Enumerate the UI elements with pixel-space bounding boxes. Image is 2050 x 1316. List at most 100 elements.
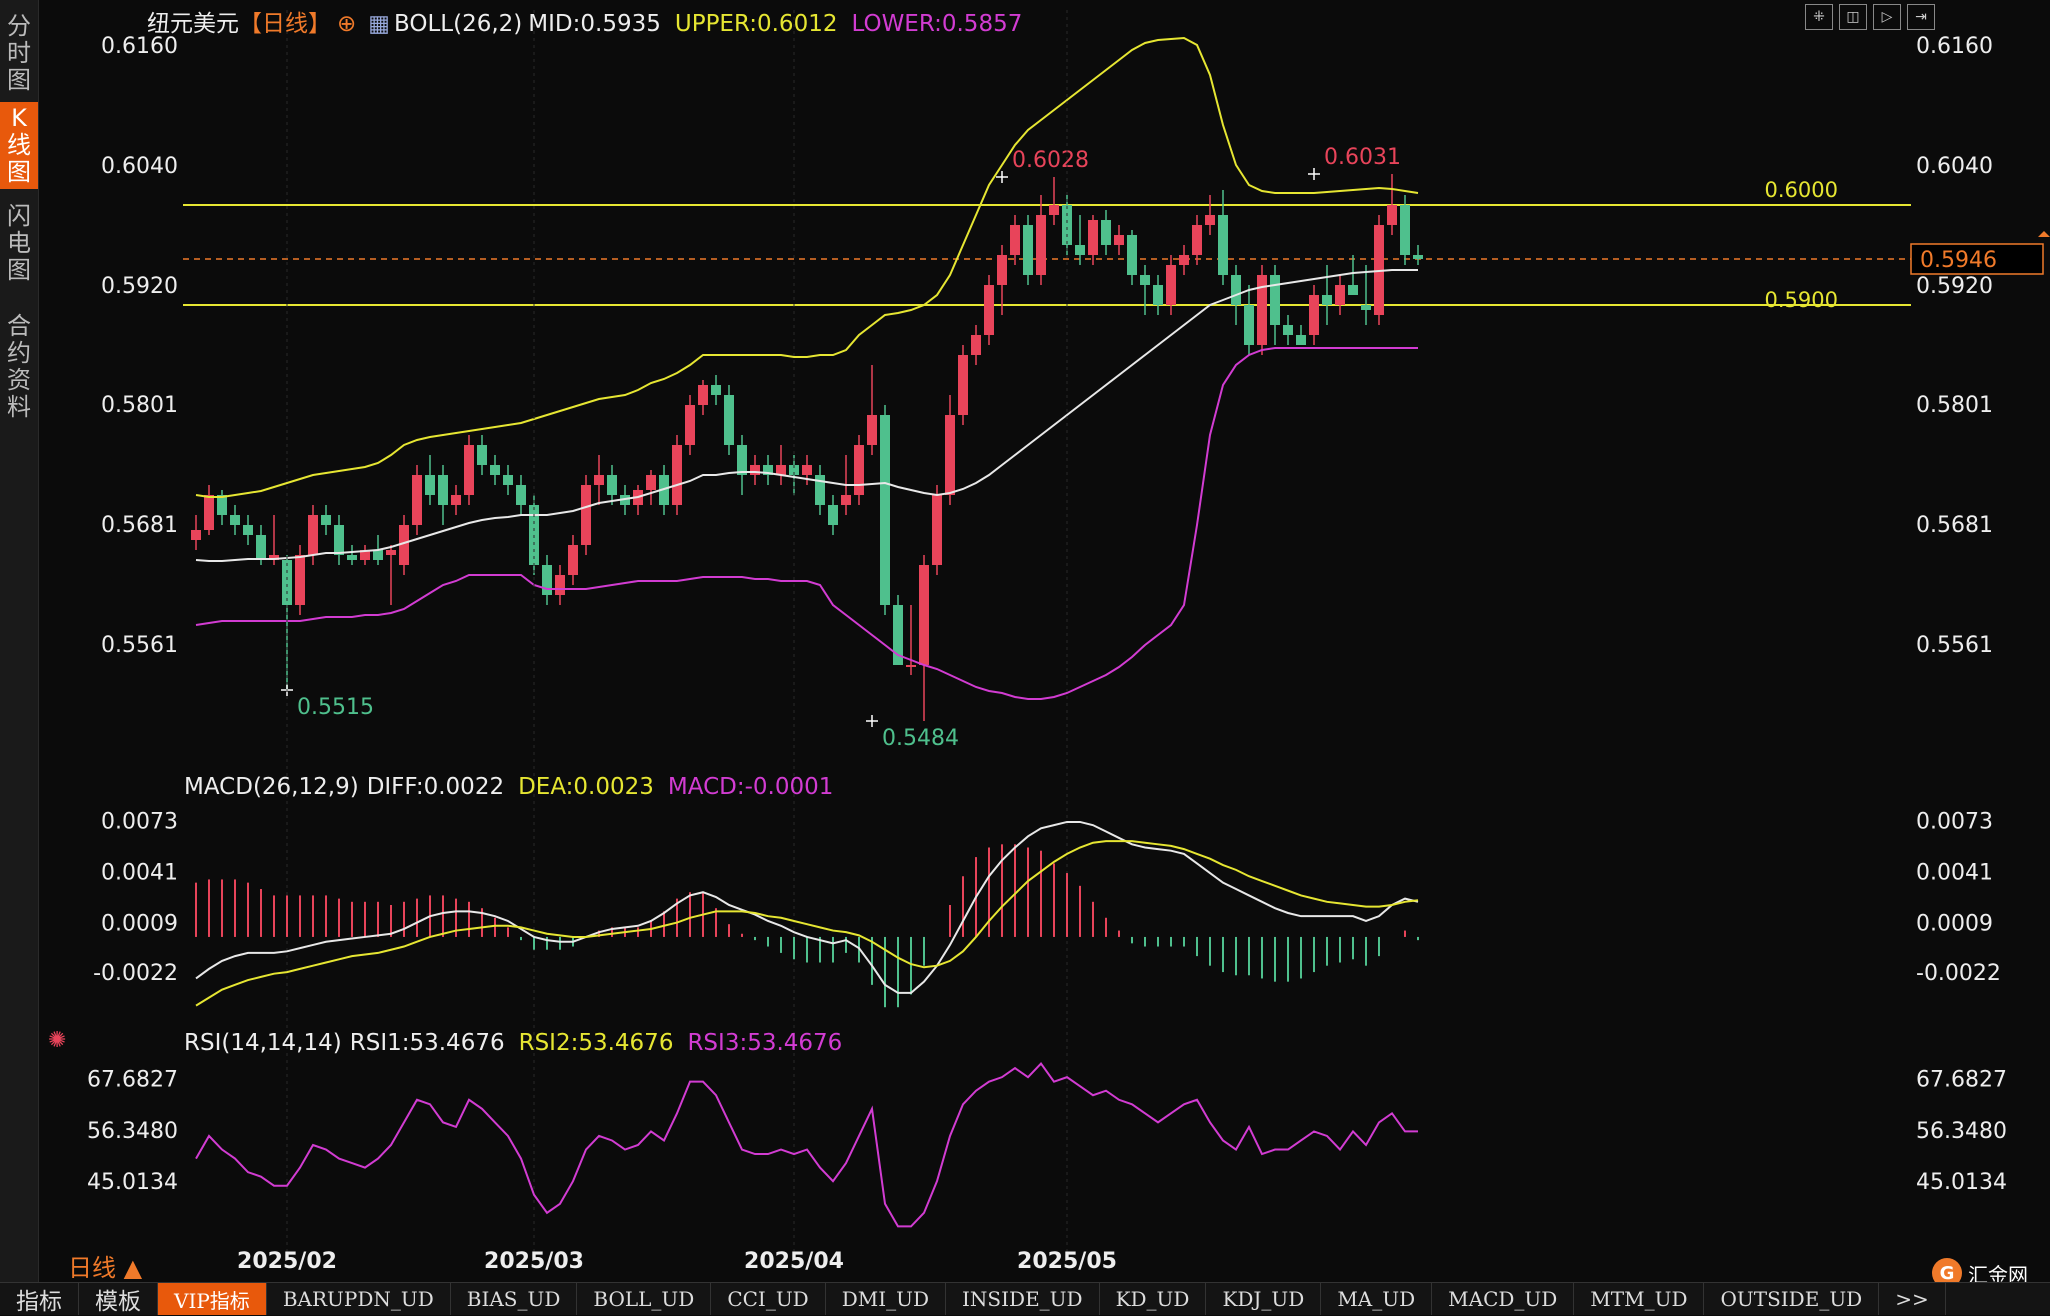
candle-body-77 xyxy=(1192,225,1202,255)
candle-body-89 xyxy=(1348,285,1358,295)
indicator-tab-7[interactable]: DMI_UD xyxy=(826,1283,947,1315)
rsi-header: RSI(14,14,14) RSI1:53.4676 RSI2:53.4676 RSI… xyxy=(184,1030,856,1056)
candle-body-83 xyxy=(1270,275,1280,325)
annotation-marker-3 xyxy=(1308,168,1320,180)
indicator-tab-4[interactable]: BIAS_UD xyxy=(451,1283,578,1315)
candle-body-7 xyxy=(282,560,292,605)
candle-body-61 xyxy=(984,285,994,335)
candle-body-43 xyxy=(750,465,760,475)
macd-tick-left-0: -0.0022 xyxy=(93,961,178,986)
boll-label: BOLL(26,2) xyxy=(394,11,523,37)
crosshair-icon[interactable]: ⊕ xyxy=(337,11,357,37)
sidebar-tab-0[interactable]: 分时图 xyxy=(7,12,31,94)
rsi-tick-right-1: 56.3480 xyxy=(1916,1119,2007,1144)
candle-body-31 xyxy=(594,475,604,485)
candle-body-84 xyxy=(1283,325,1293,335)
indicator-tab-10[interactable]: KDJ_UD xyxy=(1206,1283,1322,1315)
rsi-settings-icon[interactable]: ✺ xyxy=(48,1028,67,1053)
chart-canvas[interactable]: 0.5561 0.5561 0.5681 0.5681 0.5801 0.5801 0.59… xyxy=(38,0,2050,1282)
period-selector[interactable]: 日线 ▲ xyxy=(68,1254,143,1282)
macd-dea-line xyxy=(195,840,1419,1007)
candle-body-45 xyxy=(776,465,786,475)
candle-body-92 xyxy=(1387,205,1397,225)
candle-body-16 xyxy=(399,525,409,565)
candle-body-44 xyxy=(763,465,773,475)
candle-body-13 xyxy=(360,550,370,560)
annotation-label-2: 0.6028 xyxy=(1012,148,1089,173)
indicator-tab-9[interactable]: KD_UD xyxy=(1100,1283,1207,1315)
price-tick-left-0: 0.5561 xyxy=(101,633,178,658)
indicator-tab-3[interactable]: BARUPDN_UD xyxy=(267,1283,451,1315)
indicator-tab-15[interactable]: >> xyxy=(1879,1283,1946,1315)
candle-body-75 xyxy=(1166,265,1176,305)
candle-body-6 xyxy=(269,555,279,560)
macd-tick-right-1: 0.0009 xyxy=(1916,912,1993,937)
candle-body-50 xyxy=(841,495,851,505)
macd-tick-left-1: 0.0009 xyxy=(101,912,178,937)
fullscreen-icon[interactable]: ⁜ xyxy=(1805,4,1833,30)
candle-body-58 xyxy=(945,415,955,495)
symbol-label: 纽元美元 xyxy=(147,11,239,37)
indicator-tab-2[interactable]: VIP指标 xyxy=(158,1283,267,1315)
annotation-marker-1 xyxy=(866,715,878,727)
candle-body-23 xyxy=(490,465,500,475)
indicator-tab-13[interactable]: MTM_UD xyxy=(1574,1283,1705,1315)
candle-body-5 xyxy=(256,535,266,560)
candle-body-32 xyxy=(607,475,617,495)
scroll-end-icon[interactable]: ⇥ xyxy=(1907,4,1935,30)
candle-body-74 xyxy=(1153,285,1163,305)
candle-body-2 xyxy=(217,495,227,515)
candle-body-64 xyxy=(1023,225,1033,275)
indicator-tab-5[interactable]: BOLL_UD xyxy=(577,1283,712,1315)
boll-mid: MID:0.5935 xyxy=(528,11,661,37)
price-tick-left-5: 0.6160 xyxy=(101,34,178,59)
candle-body-70 xyxy=(1101,220,1111,245)
macd-tick-left-3: 0.0073 xyxy=(101,809,178,834)
zoom-in-icon[interactable]: ◫ xyxy=(1839,4,1867,30)
indicator-tab-6[interactable]: CCI_UD xyxy=(711,1283,826,1315)
candle-body-93 xyxy=(1400,205,1410,255)
macd-header: MACD(26,12,9) DIFF:0.0022 DEA:0.0023 MACD:-… xyxy=(184,774,847,800)
candle-body-47 xyxy=(802,465,812,475)
annotation-label-0: 0.5515 xyxy=(297,695,374,720)
candle-body-46 xyxy=(789,465,799,475)
indicator-icon[interactable]: ▦ xyxy=(368,11,391,37)
candle-body-48 xyxy=(815,475,825,505)
price-tick-left-4: 0.6040 xyxy=(101,154,178,179)
candle-body-54 xyxy=(893,605,903,665)
sidebar-tab-3[interactable]: 合约资料 xyxy=(7,312,31,421)
candle-body-3 xyxy=(230,515,240,525)
candle-body-72 xyxy=(1127,235,1137,275)
candle-body-20 xyxy=(451,495,461,505)
macd-name: MACD(26,12,9) xyxy=(184,774,359,800)
candle-body-28 xyxy=(555,575,565,595)
period-tag[interactable]: 【日线】 xyxy=(239,11,331,37)
macd-tick-right-0: -0.0022 xyxy=(1916,961,2001,986)
indicator-tab-14[interactable]: OUTSIDE_UD xyxy=(1704,1283,1880,1315)
macd-value: MACD:-0.0001 xyxy=(667,774,834,800)
macd-tick-right-2: 0.0041 xyxy=(1916,860,1993,885)
date-label-3: 2025/05 xyxy=(1017,1249,1117,1274)
support-label-0: 0.6000 xyxy=(1765,178,1838,202)
indicator-tab-12[interactable]: MACD_UD xyxy=(1432,1283,1575,1315)
candle-body-17 xyxy=(412,475,422,525)
current-price-label: 0.5946 xyxy=(1920,248,1997,273)
macd-diff: DIFF:0.0022 xyxy=(366,774,505,800)
indicator-tab-8[interactable]: INSIDE_UD xyxy=(946,1283,1100,1315)
sidebar-tab-2[interactable]: 闪电图 xyxy=(7,202,31,284)
annotation-marker-2 xyxy=(996,171,1008,183)
annotation-label-3: 0.6031 xyxy=(1324,145,1401,170)
scroll-right-icon[interactable]: ▷ xyxy=(1873,4,1901,30)
candle-body-71 xyxy=(1114,235,1124,245)
candle-body-27 xyxy=(542,565,552,595)
indicator-tab-11[interactable]: MA_UD xyxy=(1321,1283,1433,1315)
candle-body-40 xyxy=(711,385,721,395)
candle-body-12 xyxy=(347,555,357,560)
candle-body-76 xyxy=(1179,255,1189,265)
indicator-tab-0[interactable]: 指标 xyxy=(0,1283,79,1315)
candle-body-65 xyxy=(1036,215,1046,275)
candle-body-90 xyxy=(1361,305,1371,310)
candle-body-62 xyxy=(997,255,1007,285)
indicator-tab-1[interactable]: 模板 xyxy=(79,1283,158,1315)
